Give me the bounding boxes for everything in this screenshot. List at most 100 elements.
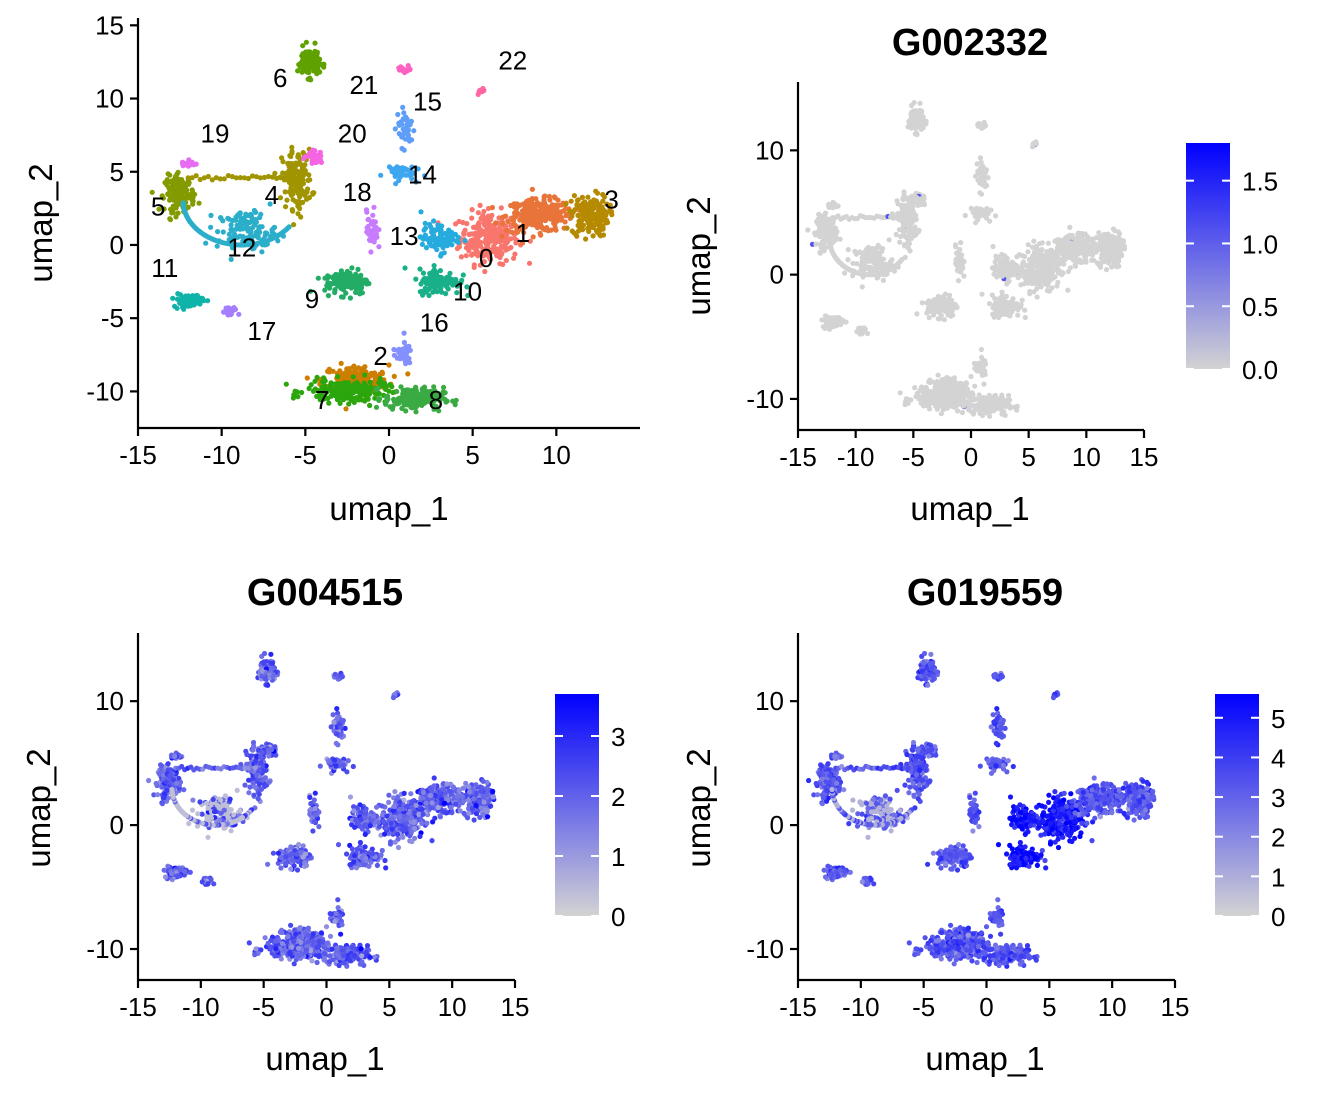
cell-point [431,406,437,412]
cell-point [173,214,179,220]
cell-point [245,212,251,219]
cell-point [159,193,165,199]
cell-point [263,230,269,236]
cell-point [488,256,494,262]
cell-point [579,194,586,200]
cell-point [926,406,933,412]
cell-point [349,396,355,402]
cell-point [382,386,389,392]
cell-point [456,244,462,250]
cell-point [464,221,470,227]
cell-point [532,217,539,223]
cell-point [312,378,318,384]
cell-point [473,247,480,253]
cell-point [368,384,374,390]
cell-point [944,374,950,381]
cell-point [971,403,977,409]
cell-point [822,313,829,319]
cell-point [386,362,392,368]
cell-point [417,401,423,407]
cell-point [169,188,175,194]
x-tick-label: -10 [203,440,241,470]
cell-point [482,268,488,275]
cell-point [571,193,578,199]
cell-point [411,128,417,134]
cell-point [915,229,922,235]
cluster-label-6: 6 [273,63,287,93]
cell-point [349,387,355,394]
cell-point [186,297,193,304]
cell-point [471,264,477,270]
cell-point [326,400,332,406]
cluster-label-0: 0 [479,243,493,273]
cell-point [300,60,307,66]
cell-point [493,240,499,246]
cell-point [813,241,819,247]
cell-point [365,223,371,229]
cell-point [387,382,393,388]
cell-point [409,405,415,411]
cell-point [375,397,382,403]
cell-point [171,205,177,211]
cell-point [544,227,550,233]
cell-point [1008,404,1014,410]
cell-point [1046,279,1052,285]
cell-point [368,249,374,255]
cell-point [921,403,927,409]
cell-point [498,245,504,251]
cell-point [926,315,932,321]
cell-point [1000,403,1006,409]
cell-point [378,172,384,178]
cell-point [426,292,432,299]
cell-point [475,91,481,97]
cell-point [875,242,881,248]
cell-point [189,187,195,193]
cell-point [327,382,333,388]
cell-point [313,56,319,63]
cell-point [907,203,914,210]
cell-point [1064,254,1070,260]
cell-point [1063,242,1069,248]
cell-point [215,229,221,235]
cell-point [175,210,181,216]
cell-point [1028,265,1035,271]
cell-point [485,205,492,212]
cell-point [1060,270,1066,276]
cell-point [297,205,303,212]
cell-point [880,246,886,252]
cell-point [193,173,199,179]
cluster-label-20: 20 [338,119,367,149]
cell-point [1105,231,1111,237]
cell-point [489,212,495,218]
cell-point [297,169,303,175]
cell-point [349,265,355,271]
cell-point [319,61,325,67]
cell-point [237,226,243,232]
cell-point [372,230,378,236]
cell-point [367,379,373,385]
cell-point [458,254,464,260]
cell-point [164,180,170,186]
cell-point [994,274,1000,280]
cell-point [971,409,977,415]
cell-point [301,172,307,178]
cell-point [1014,254,1020,260]
cell-point [291,222,297,228]
cell-point [288,192,294,198]
cell-point [326,369,332,375]
cell-point [196,200,202,206]
cell-point [362,372,368,378]
cell-point [549,202,556,208]
cell-point [347,295,353,301]
cell-point [395,396,401,402]
cell-point [1065,236,1071,243]
cell-point [903,208,909,214]
cell-point [921,396,928,402]
cell-point [951,389,957,395]
cell-point [1056,245,1063,251]
cell-point [995,267,1001,273]
cell-point [526,260,533,266]
cell-point [1087,251,1093,257]
cluster-label-19: 19 [201,119,230,149]
